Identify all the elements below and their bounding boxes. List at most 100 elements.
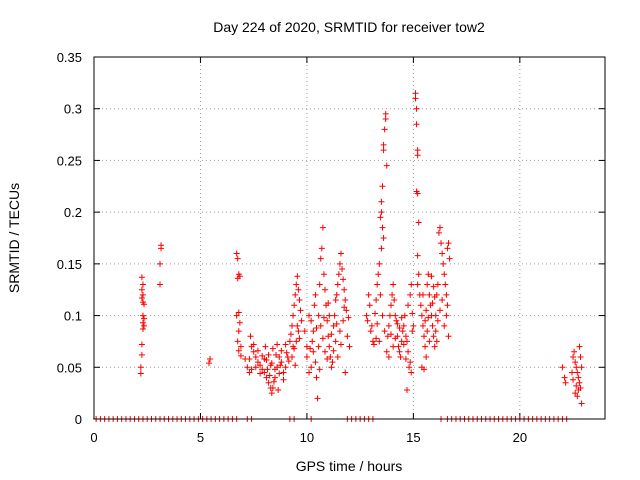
data-point: [308, 317, 315, 324]
data-point: [380, 141, 387, 148]
data-point: [576, 343, 583, 350]
data-point: [319, 224, 326, 231]
data-point: [391, 297, 398, 304]
data-point: [309, 338, 316, 345]
data-point: [276, 370, 283, 377]
data-point: [441, 322, 448, 329]
data-point: [138, 341, 145, 348]
data-point: [342, 369, 349, 376]
data-point: [234, 338, 241, 345]
data-point: [432, 328, 439, 335]
data-point: [283, 349, 290, 356]
data-point: [341, 286, 348, 293]
data-points: [93, 90, 585, 422]
data-point: [433, 338, 440, 345]
data-point: [575, 387, 582, 394]
data-point: [370, 341, 377, 348]
data-point: [425, 271, 432, 278]
data-point: [329, 359, 336, 366]
data-point: [402, 333, 409, 340]
data-point: [382, 110, 389, 117]
data-point: [434, 317, 441, 324]
data-point: [388, 331, 395, 338]
data-point: [412, 95, 419, 102]
data-point: [252, 364, 259, 371]
data-point: [400, 322, 407, 329]
data-point: [432, 312, 439, 319]
data-point: [375, 271, 382, 278]
data-point: [396, 348, 403, 355]
data-point: [443, 312, 450, 319]
data-point: [407, 359, 414, 366]
data-point: [378, 198, 385, 205]
data-point: [408, 281, 415, 288]
data-point: [294, 273, 301, 280]
data-point: [289, 322, 296, 329]
data-point: [414, 190, 421, 197]
data-point: [401, 312, 408, 319]
data-point: [417, 302, 424, 309]
data-point: [384, 333, 391, 340]
data-point: [271, 366, 278, 373]
data-point: [381, 328, 388, 335]
data-point: [141, 315, 148, 322]
tick-labels: 0 5 10 15 20 0 0.05 0.1 0.15 0.2 0.25 0.3 0.35: [57, 50, 527, 445]
plot-frame: [93, 56, 606, 420]
data-point: [137, 364, 144, 371]
data-point: [271, 374, 278, 381]
data-point: [337, 250, 344, 257]
data-point: [439, 250, 446, 257]
data-point: [428, 273, 435, 280]
data-point: [335, 271, 342, 278]
data-point: [285, 358, 292, 365]
data-point: [574, 393, 581, 400]
data-point: [290, 343, 297, 350]
data-point: [314, 395, 321, 402]
y-tick-label: 0.25: [57, 153, 82, 168]
data-point: [330, 322, 337, 329]
data-point: [407, 291, 414, 298]
data-point: [423, 353, 430, 360]
x-axis-label: GPS time / hours: [296, 458, 403, 474]
data-point: [397, 353, 404, 360]
data-point: [400, 341, 407, 348]
data-point: [312, 359, 319, 366]
data-point: [340, 276, 347, 283]
data-point: [259, 352, 266, 359]
data-point: [403, 338, 410, 345]
data-point: [383, 348, 390, 355]
data-point: [388, 302, 395, 309]
data-point: [301, 328, 308, 335]
data-point: [409, 310, 416, 317]
data-point: [234, 255, 241, 262]
data-point: [340, 317, 347, 324]
data-point: [139, 281, 146, 288]
data-point: [414, 152, 421, 159]
data-point: [571, 348, 578, 355]
data-point: [415, 219, 422, 226]
data-point: [269, 345, 276, 352]
chart-title: Day 224 of 2020, SRMTID for receiver tow…: [213, 19, 485, 35]
data-point: [443, 291, 450, 298]
data-point: [430, 283, 437, 290]
data-point: [398, 338, 405, 345]
data-point: [265, 379, 272, 386]
data-point: [570, 353, 577, 360]
data-point: [419, 322, 426, 329]
grid: [94, 57, 605, 419]
data-point: [342, 297, 349, 304]
data-point: [138, 294, 145, 301]
data-point: [291, 302, 298, 309]
data-point: [295, 286, 302, 293]
data-point: [399, 328, 406, 335]
data-point: [290, 312, 297, 319]
data-point: [398, 314, 405, 321]
data-point: [562, 379, 569, 386]
data-point: [257, 362, 264, 369]
data-point: [373, 297, 380, 304]
data-point: [422, 317, 429, 324]
data-point: [270, 378, 277, 385]
data-point: [138, 351, 145, 358]
data-point: [430, 333, 437, 340]
